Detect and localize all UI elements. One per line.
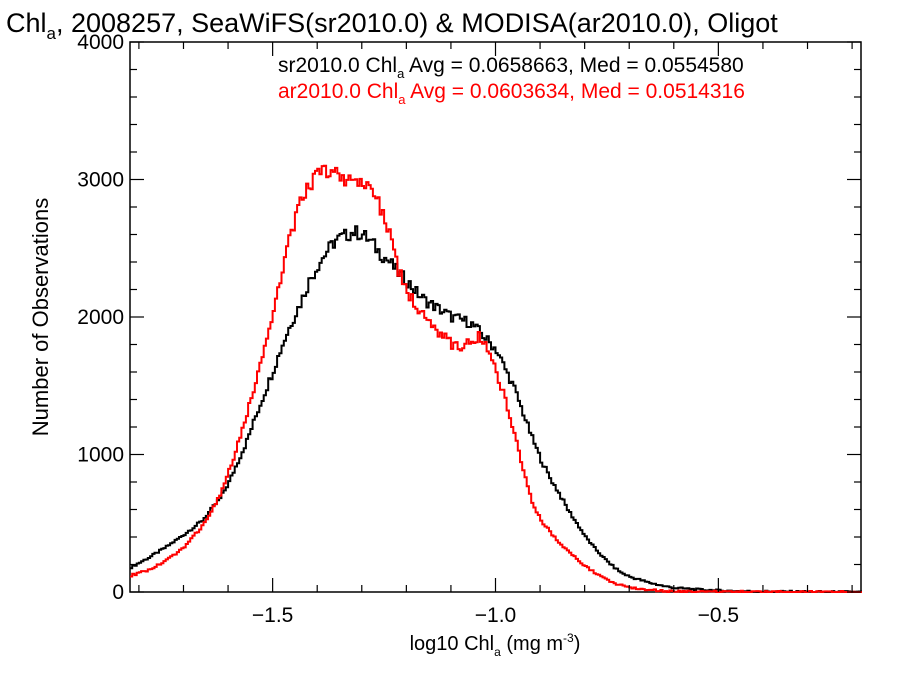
y-tick-label: 3000 <box>77 169 124 192</box>
chart-title: Chla, 2008257, SeaWiFS(sr2010.0) & MODIS… <box>6 8 778 43</box>
x-tick-label: −1.5 <box>252 604 293 627</box>
annotation-sr2010: sr2010.0 Chla Avg = 0.0658663, Med = 0.0… <box>278 54 744 81</box>
y-tick-label: 2000 <box>77 306 124 329</box>
x-tick-label: −0.5 <box>698 604 739 627</box>
y-tick-label: 4000 <box>77 31 124 54</box>
y-axis-label: Number of Observations <box>28 198 53 436</box>
annotation-ar2010: ar2010.0 Chla Avg = 0.0603634, Med = 0.0… <box>278 80 745 107</box>
x-axis-ticks: −1.5 −1.0 −0.5 <box>138 42 853 627</box>
series-line-sr2010 <box>130 225 862 593</box>
y-tick-label: 0 <box>112 581 124 604</box>
series-line-ar2010 <box>130 164 862 593</box>
y-axis-ticks: 0 1000 2000 3000 4000 <box>77 31 861 604</box>
x-tick-label: −1.0 <box>475 604 516 627</box>
x-axis-label: log10 Chla (mg m-3) <box>410 631 581 659</box>
plot-frame <box>129 41 862 593</box>
y-tick-label: 1000 <box>77 444 124 467</box>
